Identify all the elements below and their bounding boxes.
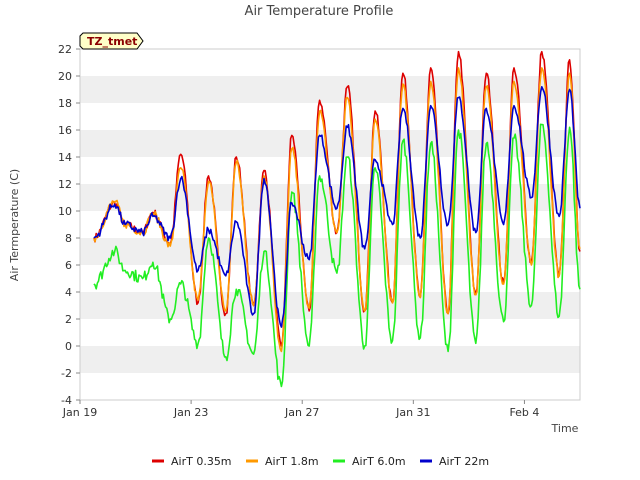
legend-label: AirT 6.0m: [352, 455, 406, 468]
grid-bands: [79, 48, 581, 401]
grid-band: [80, 373, 580, 400]
site-annotation: TZ_tmet: [79, 32, 144, 50]
y-tick-label: 12: [58, 178, 72, 191]
x-tick-label: Jan 27: [284, 406, 319, 419]
x-tick-label: Jan 19: [62, 406, 97, 419]
grid-band: [80, 346, 580, 373]
y-tick-label: -2: [61, 367, 72, 380]
annotation-label: TZ_tmet: [87, 35, 137, 48]
series-lines: [93, 50, 581, 388]
y-ticks: -4 -2 0 2 4 6 8 10 12 14 16 18 20 22: [58, 43, 80, 407]
y-tick-label: 2: [65, 313, 72, 326]
chart-title: Air Temperature Profile: [245, 4, 394, 19]
y-tick-label: 14: [58, 151, 72, 164]
grid-band: [80, 103, 580, 130]
x-axis-label: Time: [551, 422, 579, 435]
grid-band: [80, 319, 580, 346]
x-tick-label: Jan 31: [395, 406, 430, 419]
legend-label: AirT 22m: [439, 455, 489, 468]
series-line: [93, 86, 581, 328]
grid-band: [80, 49, 580, 76]
legend-label: AirT 0.35m: [171, 455, 232, 468]
y-tick-label: -4: [61, 394, 72, 407]
y-tick-label: 16: [58, 124, 72, 137]
y-tick-label: 18: [58, 97, 72, 110]
y-tick-label: 4: [65, 286, 72, 299]
plot-frame: [79, 48, 581, 401]
grid-band: [80, 130, 580, 157]
grid-band: [80, 76, 580, 103]
y-tick-label: 8: [65, 232, 72, 245]
x-ticks: Jan 19 Jan 23 Jan 27 Jan 31 Feb 4: [62, 400, 539, 419]
x-tick-label: Jan 23: [173, 406, 208, 419]
y-axis-label: Air Termperature (C): [8, 169, 21, 281]
y-tick-label: 20: [58, 70, 72, 83]
legend: AirT 0.35m AirT 1.8m AirT 6.0m AirT 22m: [152, 455, 489, 468]
legend-label: AirT 1.8m: [265, 455, 319, 468]
annotation-box: [79, 32, 144, 50]
y-tick-label: 22: [58, 43, 72, 56]
x-tick-label: Feb 4: [509, 406, 539, 419]
y-tick-label: 10: [58, 205, 72, 218]
series-line: [93, 123, 581, 388]
y-tick-label: 6: [65, 259, 72, 272]
y-tick-label: 0: [65, 340, 72, 353]
